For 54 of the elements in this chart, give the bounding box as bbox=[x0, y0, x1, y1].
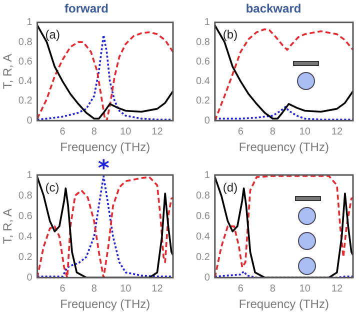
y-axis-title: T, R, A bbox=[0, 208, 15, 244]
x-axis-title: Frequency (THz) bbox=[238, 140, 329, 154]
y-tick-label: 0 bbox=[26, 272, 33, 284]
y-tick-label: 0.2 bbox=[196, 96, 210, 107]
x-tick-label: 12 bbox=[331, 126, 343, 138]
chart-title: forward bbox=[64, 2, 109, 16]
y-tick-label: 0.6 bbox=[18, 210, 33, 222]
annotation: (d) bbox=[222, 180, 238, 194]
y-tick-label: 0.4 bbox=[196, 231, 210, 242]
y-tick-label: 0.2 bbox=[18, 252, 33, 263]
x-tick-label: 8 bbox=[91, 283, 98, 294]
x-tick-label: 10 bbox=[120, 283, 132, 294]
x-axis-title: Frequency (THz) bbox=[60, 140, 150, 154]
x-tick-label: 6 bbox=[238, 283, 244, 294]
x-tick-label: 6 bbox=[60, 126, 66, 138]
y-tick-label: 0.8 bbox=[196, 190, 210, 202]
y-tick-label: 0.6 bbox=[196, 210, 210, 222]
x-tick-label: 10 bbox=[120, 126, 132, 138]
x-tick-label: 8 bbox=[270, 126, 276, 138]
y-tick-label: 1 bbox=[204, 170, 210, 181]
y-tick-label: 0.4 bbox=[196, 76, 210, 88]
x-axis-title: Frequency (THz) bbox=[60, 297, 150, 312]
x-axis-title: Frequency (THz) bbox=[238, 297, 329, 312]
y-tick-label: 0.6 bbox=[18, 56, 33, 68]
y-tick-label: 1 bbox=[204, 17, 210, 28]
x-tick-label: 6 bbox=[60, 283, 66, 294]
annotation: (a) bbox=[45, 28, 60, 42]
y-tick-label: 0.2 bbox=[18, 96, 33, 107]
y-tick-label: 0 bbox=[204, 115, 210, 126]
y-tick-label: 0 bbox=[204, 272, 210, 284]
x-tick-label: 12 bbox=[331, 283, 343, 294]
y-tick-label: 0.6 bbox=[196, 56, 210, 68]
y-tick-label: 0.2 bbox=[196, 252, 210, 263]
x-tick-label: 10 bbox=[299, 126, 311, 138]
y-axis-title: T, R, A bbox=[0, 54, 15, 90]
x-tick-label: 10 bbox=[299, 283, 311, 294]
y-tick-label: 0.4 bbox=[18, 76, 33, 88]
annotation: (c) bbox=[45, 180, 60, 194]
x-tick-label: 12 bbox=[152, 126, 164, 138]
annotation: * bbox=[98, 156, 110, 182]
y-tick-label: 0 bbox=[26, 115, 33, 126]
x-tick-label: 8 bbox=[270, 283, 276, 294]
y-tick-label: 0.8 bbox=[18, 190, 33, 202]
line-series bbox=[214, 106, 353, 121]
chart-title: backward bbox=[246, 2, 302, 16]
x-tick-label: 8 bbox=[91, 126, 98, 138]
y-tick-label: 1 bbox=[26, 170, 33, 181]
x-tick-label: 12 bbox=[152, 283, 164, 294]
y-tick-label: 0.8 bbox=[196, 36, 210, 48]
y-tick-label: 1 bbox=[26, 17, 33, 28]
y-tick-label: 0.8 bbox=[18, 36, 33, 48]
annotation: (b) bbox=[222, 28, 238, 42]
x-tick-label: 6 bbox=[238, 126, 244, 138]
y-tick-label: 0.4 bbox=[18, 231, 33, 242]
